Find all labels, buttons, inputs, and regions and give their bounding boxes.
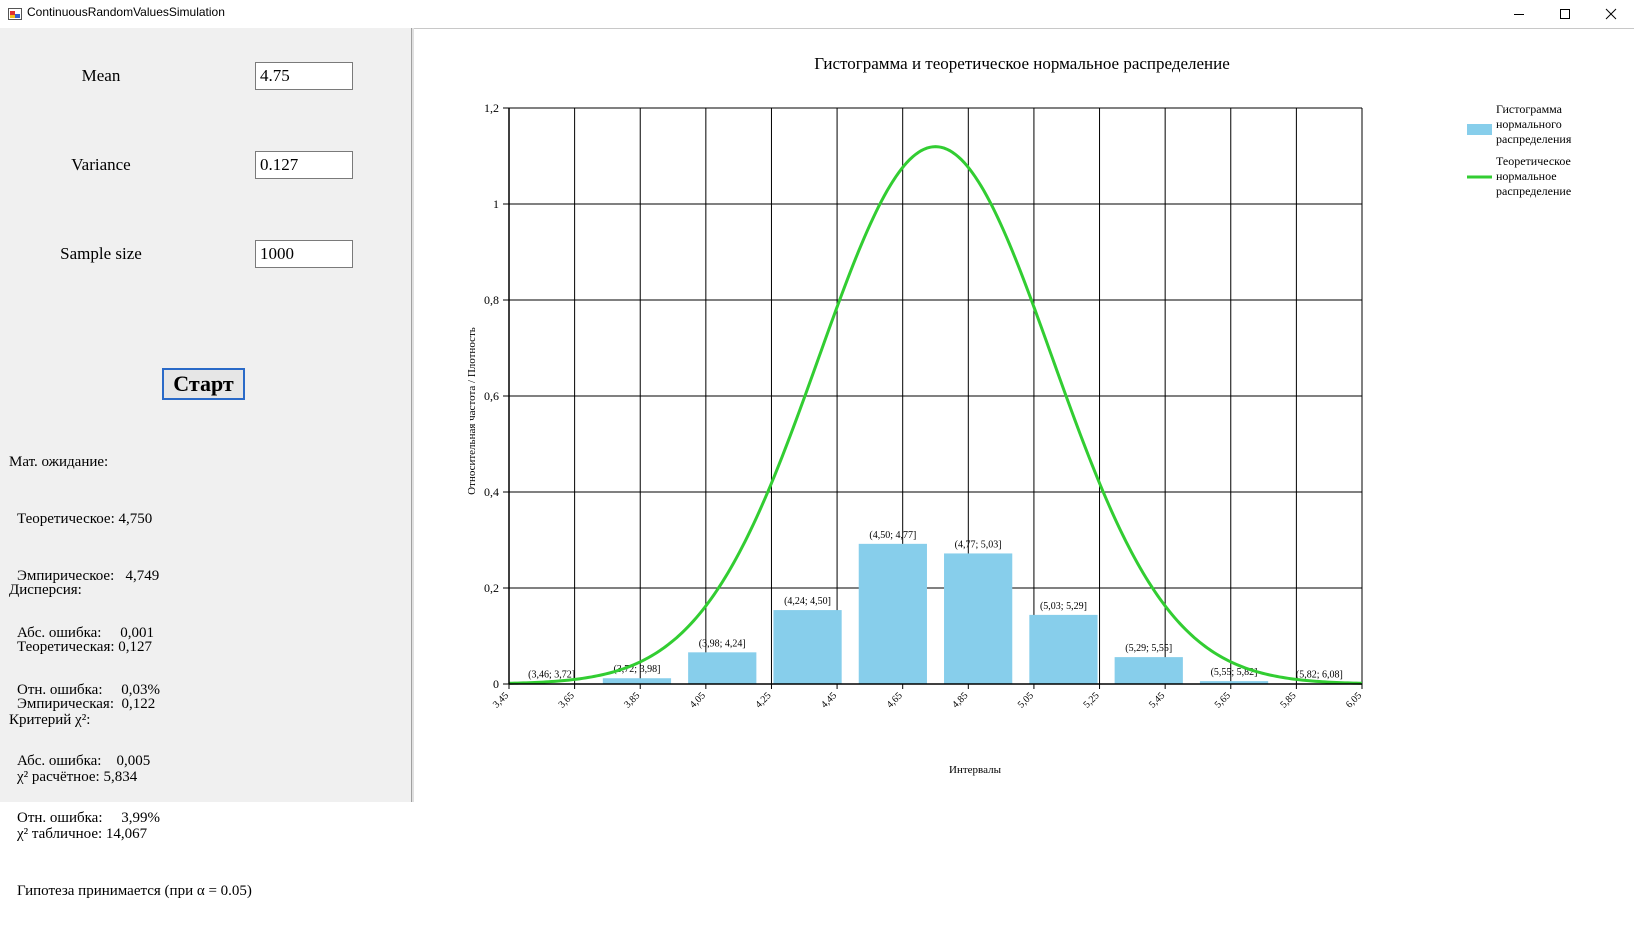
chi-square-line: χ² расчётное: 5,834 [9,768,252,787]
variance-stats-line: Теоретическая: 0,127 [9,638,160,657]
y-tick-label: 0,2 [484,581,499,595]
mean-label: Mean [11,66,191,86]
maximize-button[interactable] [1542,0,1588,28]
y-axis-label: Относительная частота / Плотность [466,327,478,495]
chart-grid [509,108,1362,684]
variance-label: Variance [11,155,191,175]
close-icon [1605,8,1617,20]
x-tick-label: 5,65 [1213,690,1233,710]
mean-stats-line: Теоретическое: 4,750 [9,510,160,529]
bar-label: (4,24; 4,50] [784,596,831,607]
mean-stats-header: Мат. ожидание: [9,453,160,472]
sample-size-label: Sample size [11,244,191,264]
x-tick-label: 3,45 [491,690,511,710]
histogram-bar [944,553,1012,684]
chi-square-stats: Критерий χ²: χ² расчётное: 5,834 χ² табл… [9,673,252,939]
x-tick-label: 4,85 [950,690,970,710]
chi-square-header: Критерий χ²: [9,711,252,730]
x-tick-label: 5,85 [1278,690,1298,710]
histogram-chart: Гистограмма и теоретическое нормальное р… [414,29,1634,803]
x-tick-label: 4,25 [753,690,773,710]
title-bar: ContinuousRandomValuesSimulation [0,0,1634,28]
x-tick-label: 3,85 [622,690,642,710]
mean-input[interactable] [255,62,353,90]
y-tick-label: 0,4 [484,485,499,499]
bar-label: (3,98; 4,24] [699,638,746,649]
variance-stats-header: Дисперсия: [9,581,160,600]
chart-legend: Гистограмма нормального распределения Те… [1467,102,1626,204]
y-tick-label: 1,2 [484,101,499,115]
window-title: ContinuousRandomValuesSimulation [27,5,225,19]
histogram-bar [859,544,927,684]
x-tick-labels: 3,45 3,65 3,85 4,05 4,25 4,45 4,65 4,85 5,05 5,25… [491,684,1364,710]
x-tick-label: 5,25 [1082,690,1102,710]
minimize-button[interactable] [1496,0,1542,28]
bar-label: (4,77; 5,03] [955,539,1002,550]
app-icon [8,7,22,21]
legend-bar-swatch [1467,124,1492,135]
histogram-bar [1029,615,1097,684]
histogram-bar [603,678,671,684]
variance-input[interactable] [255,151,353,179]
x-tick-label: 4,05 [688,690,708,710]
x-tick-label: 4,45 [819,690,839,710]
close-button[interactable] [1588,0,1634,28]
theoretical-curve [509,147,1362,684]
x-tick-label: 5,05 [1016,690,1036,710]
histogram-bars [518,544,1354,684]
y-tick-label: 0 [493,677,499,691]
chi-square-line: χ² табличное: 14,067 [9,825,252,844]
x-tick-label: 5,45 [1147,690,1167,710]
histogram-bar [1115,657,1183,684]
histogram-bar [773,610,841,684]
bar-label: (5,29; 5,55] [1125,643,1172,654]
minimize-icon [1513,8,1525,20]
legend-curve-label: Теоретическое нормальное распределение [1496,154,1596,199]
histogram-bar [688,652,756,684]
x-tick-label: 3,65 [557,690,577,710]
chi-square-line: Гипотеза принимается (при α = 0.05) [9,882,252,901]
y-tick-label: 0,8 [484,293,499,307]
x-axis-label: Интервалы [949,764,1002,776]
legend-bar-label: Гистограмма нормального распределения [1496,102,1596,147]
chart-area: Гистограмма и теоретическое нормальное р… [414,28,1634,803]
sample-size-input[interactable] [255,240,353,268]
x-tick-label: 4,65 [885,690,905,710]
bar-label: (5,03; 5,29] [1040,601,1087,612]
y-tick-label: 1 [493,197,499,211]
parameters-panel: Mean Variance Sample size Старт Мат. ожи… [0,28,412,802]
start-button[interactable]: Старт [162,368,245,400]
y-tick-labels: 0 0,2 0,4 0,6 0,8 1 1,2 [484,101,509,691]
maximize-icon [1559,8,1571,20]
chart-title: Гистограмма и теоретическое нормальное р… [814,54,1230,73]
x-tick-label: 6,05 [1344,690,1364,710]
y-tick-label: 0,6 [484,389,499,403]
bar-label: (4,50; 4,77] [869,530,916,541]
